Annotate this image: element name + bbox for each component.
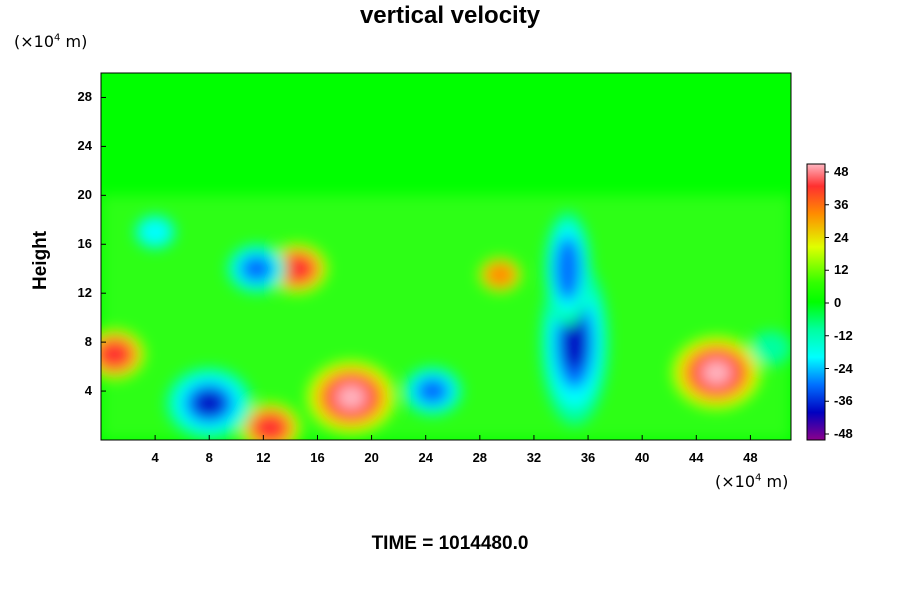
plot-frame [100, 72, 792, 441]
field-feature-3-level-2 [280, 254, 314, 283]
y-tick-label: 4 [84, 383, 92, 399]
x-tick-label: 8 [205, 450, 213, 465]
field-feature-4-level-1 [483, 261, 517, 289]
x-tick-label: 44 [689, 450, 704, 465]
colorbar-tick-label: -36 [834, 393, 853, 409]
chart-title: vertical velocity [359, 2, 541, 29]
time-label: TIME = 1014480.0 [371, 533, 529, 554]
x-tick-label: 12 [256, 450, 271, 465]
field-feature-9-level-3 [194, 391, 225, 416]
y-tick-label: 20 [77, 187, 92, 203]
x-tick-label: 24 [418, 450, 433, 465]
x-tick-label: 20 [364, 450, 379, 465]
field-feature-10-level-2 [239, 254, 274, 283]
x-tick-label: 40 [634, 450, 650, 465]
colorbar-tick-label: -48 [834, 426, 853, 441]
x-tick-label: 36 [580, 450, 596, 465]
colorbar-tick-label: -12 [834, 327, 853, 343]
x-tick-label: 48 [743, 450, 758, 465]
y-tick-label: 16 [77, 236, 92, 252]
colorbar-tick-label: 12 [834, 262, 849, 278]
colorbar-tick-label: 24 [834, 229, 849, 245]
field-feature-11-level-1 [138, 218, 172, 246]
y-tick-label: 12 [77, 285, 92, 301]
colorbar-tick-label: 36 [834, 196, 849, 212]
x-tick-label: 28 [472, 450, 488, 465]
colorbar-tick-label: 48 [834, 164, 849, 179]
y-tick-label: 28 [77, 89, 92, 105]
y-tick-label: 8 [84, 334, 92, 350]
y-axis-unit: (×104 m) [14, 32, 88, 51]
x-tick-label: 16 [310, 450, 325, 465]
colorbar-tick-label: 0 [834, 295, 842, 310]
field-feature-7-level-2 [554, 236, 581, 301]
field-feature-2-level-2 [101, 340, 132, 369]
colorbar-tick-label: -24 [834, 360, 853, 376]
y-tick-label: 24 [77, 138, 92, 154]
x-tick-label: 32 [526, 450, 542, 465]
x-tick-label: 4 [151, 450, 159, 465]
field-feature-5-level-2 [253, 413, 287, 440]
field-feature-6-level-3 [562, 313, 587, 371]
field-feature-0-level-3 [336, 384, 367, 410]
colorbar [806, 163, 826, 441]
x-axis-unit: (×104 m) [715, 472, 789, 491]
field-feature-8-level-2 [415, 377, 450, 405]
field-feature-12-level-0 [750, 331, 791, 366]
field-feature-1-level-3 [701, 360, 732, 385]
